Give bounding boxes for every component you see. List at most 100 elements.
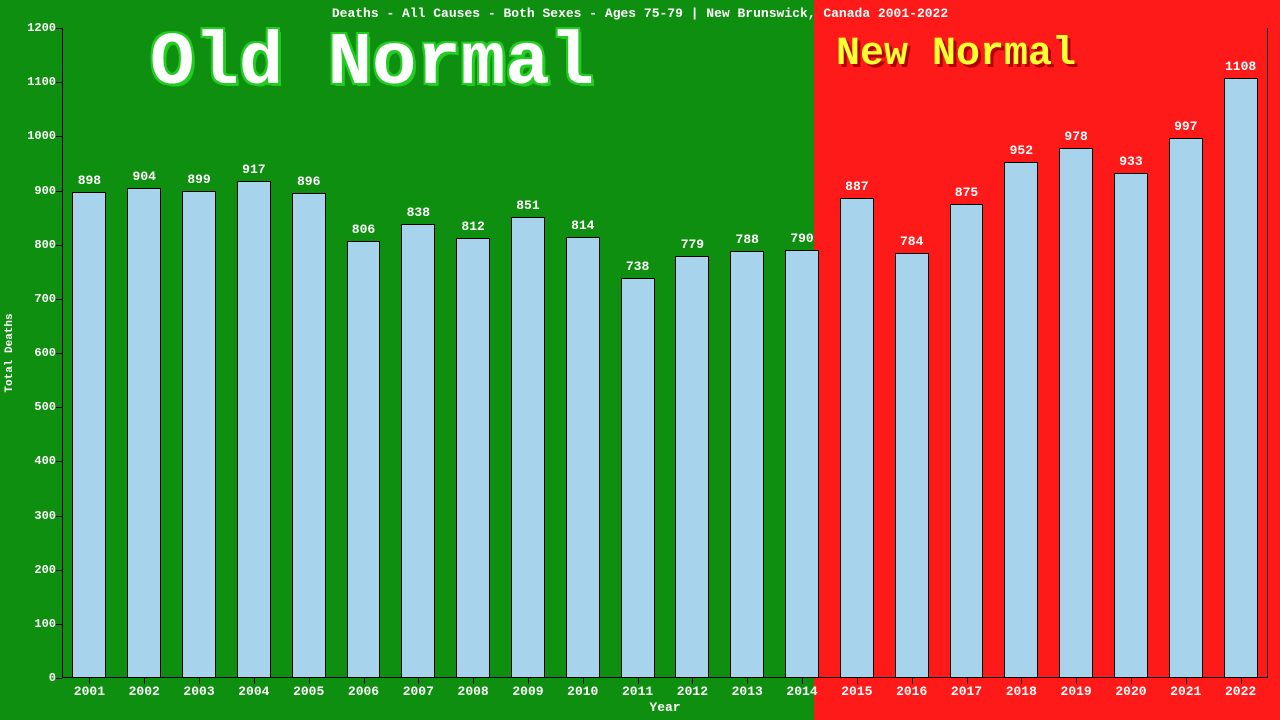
ytick-label: 600 (34, 346, 56, 360)
bar (456, 238, 490, 678)
xtick-label: 2003 (183, 684, 214, 699)
xtick-mark (1241, 678, 1242, 684)
xtick-mark (199, 678, 200, 684)
bar-value-label: 779 (681, 237, 704, 252)
y-axis-right-line (1267, 28, 1268, 678)
xtick-label: 2009 (512, 684, 543, 699)
bar (292, 193, 326, 678)
xtick-mark (1131, 678, 1132, 684)
bar (1224, 78, 1258, 678)
bar (237, 181, 271, 678)
bar-value-label: 806 (352, 222, 375, 237)
ytick-label: 400 (34, 454, 56, 468)
y-axis-label: Total Deaths (4, 313, 16, 392)
y-axis-line (62, 28, 63, 678)
overlay-old-normal: Old Normal (150, 22, 594, 106)
ytick-label: 200 (34, 563, 56, 577)
xtick-mark (967, 678, 968, 684)
chart-stage: Deaths - All Causes - Both Sexes - Ages … (0, 0, 1280, 720)
ytick-label: 700 (34, 292, 56, 306)
bar (1004, 162, 1038, 678)
ytick-mark (56, 516, 62, 517)
xtick-mark (418, 678, 419, 684)
bar (785, 250, 819, 678)
bar-value-label: 784 (900, 234, 923, 249)
ytick-mark (56, 407, 62, 408)
bar-value-label: 899 (187, 172, 210, 187)
xtick-mark (583, 678, 584, 684)
xtick-label: 2005 (293, 684, 324, 699)
xtick-mark (254, 678, 255, 684)
bar-value-label: 875 (955, 185, 978, 200)
bar-value-label: 812 (461, 219, 484, 234)
xtick-label: 2011 (622, 684, 653, 699)
ytick-mark (56, 299, 62, 300)
bar-value-label: 1108 (1225, 59, 1256, 74)
xtick-label: 2002 (129, 684, 160, 699)
ytick-mark (56, 191, 62, 192)
bar-value-label: 738 (626, 259, 649, 274)
xtick-mark (144, 678, 145, 684)
bar-value-label: 851 (516, 198, 539, 213)
bar-value-label: 814 (571, 218, 594, 233)
ytick-mark (56, 678, 62, 679)
bar-value-label: 997 (1174, 119, 1197, 134)
xtick-mark (638, 678, 639, 684)
xtick-label: 2014 (786, 684, 817, 699)
xtick-label: 2001 (74, 684, 105, 699)
xtick-mark (364, 678, 365, 684)
xtick-label: 2008 (458, 684, 489, 699)
bar-value-label: 952 (1010, 143, 1033, 158)
bar (401, 224, 435, 678)
bar (1059, 148, 1093, 678)
bar (72, 192, 106, 678)
ytick-label: 1200 (27, 21, 56, 35)
xtick-label: 2013 (732, 684, 763, 699)
ytick-label: 500 (34, 400, 56, 414)
bar-value-label: 790 (790, 231, 813, 246)
bar (950, 204, 984, 678)
ytick-mark (56, 245, 62, 246)
bar-value-label: 917 (242, 162, 265, 177)
ytick-label: 1100 (27, 75, 56, 89)
xtick-mark (692, 678, 693, 684)
bar-value-label: 887 (845, 179, 868, 194)
ytick-mark (56, 136, 62, 137)
xtick-mark (309, 678, 310, 684)
bar (1114, 173, 1148, 678)
bar (566, 237, 600, 678)
bar (127, 188, 161, 678)
xtick-mark (747, 678, 748, 684)
bar (182, 191, 216, 678)
xtick-label: 2016 (896, 684, 927, 699)
bar-value-label: 904 (133, 169, 156, 184)
bar (621, 278, 655, 678)
bar-value-label: 978 (1064, 129, 1087, 144)
xtick-mark (1021, 678, 1022, 684)
overlay-new-normal: New Normal (836, 32, 1076, 77)
bar-value-label: 898 (78, 173, 101, 188)
xtick-label: 2012 (677, 684, 708, 699)
chart-title: Deaths - All Causes - Both Sexes - Ages … (0, 6, 1280, 21)
xtick-label: 2022 (1225, 684, 1256, 699)
ytick-label: 900 (34, 184, 56, 198)
xtick-mark (89, 678, 90, 684)
ytick-mark (56, 570, 62, 571)
ytick-label: 100 (34, 617, 56, 631)
plot-area: Total Deaths Year 0100200300400500600700… (62, 28, 1268, 678)
bar (840, 198, 874, 678)
xtick-label: 2006 (348, 684, 379, 699)
bar (1169, 138, 1203, 678)
bar-value-label: 788 (736, 232, 759, 247)
xtick-mark (802, 678, 803, 684)
xtick-label: 2004 (238, 684, 269, 699)
xtick-label: 2021 (1170, 684, 1201, 699)
ytick-mark (56, 624, 62, 625)
ytick-mark (56, 28, 62, 29)
bar (675, 256, 709, 678)
bar-value-label: 896 (297, 174, 320, 189)
xtick-label: 2019 (1061, 684, 1092, 699)
xtick-label: 2007 (403, 684, 434, 699)
xtick-label: 2017 (951, 684, 982, 699)
x-axis-line (62, 677, 1268, 678)
